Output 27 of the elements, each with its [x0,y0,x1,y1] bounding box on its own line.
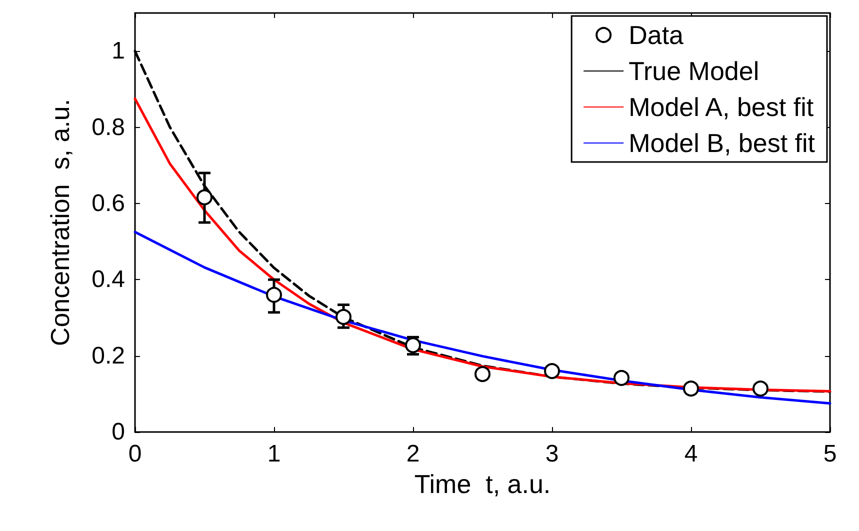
point [752,380,768,397]
y-tick-label: 0.6 [92,190,125,217]
y-tick-label: 1 [112,38,125,65]
legend-label: Model A, best fit [628,92,814,122]
point [474,366,490,382]
y-tick-label: 0.4 [92,266,125,294]
point [544,363,560,380]
x-tick-label: 3 [545,440,559,468]
y-tick-label: 0.2 [92,342,125,370]
x-axis-title: Time t, a.u. [414,468,551,499]
y-tick-label: 0.8 [92,114,125,141]
point [614,370,630,386]
line-series [134,230,832,405]
x-tick-label: 2 [406,440,420,468]
y-axis-title: Concentration s, a.u. [45,98,75,346]
legend-label: Model B, best fit [628,128,816,158]
x-tick-label: 5 [823,440,837,468]
x-tick-label: 1 [267,440,281,468]
point [196,189,212,206]
point [336,308,352,325]
x-tick-label: 0 [128,440,142,468]
point [683,380,699,397]
legend-label: True Model [628,56,760,86]
point [266,286,282,303]
y-tick-label: 0 [112,418,125,446]
x-tick-label: 4 [684,440,698,468]
legend-label: Data [628,20,684,50]
